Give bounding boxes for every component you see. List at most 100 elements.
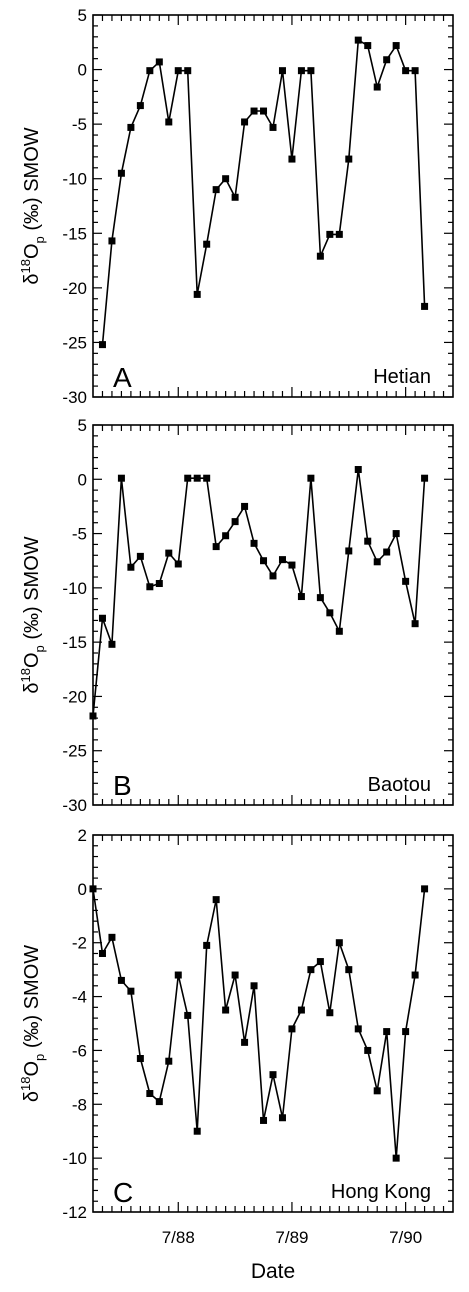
data-point: [136, 102, 144, 110]
data-point: [146, 1090, 154, 1098]
data-point: [307, 67, 315, 75]
y-label-subscript: p: [32, 236, 47, 243]
data-point: [373, 1087, 381, 1095]
data-point: [316, 958, 324, 966]
data-point: [421, 474, 429, 482]
data-point: [98, 614, 106, 622]
y-tick-label: -10: [62, 1149, 87, 1168]
data-point: [297, 67, 305, 75]
data-point: [165, 1057, 173, 1065]
data-point: [402, 67, 410, 75]
data-point: [212, 186, 220, 194]
data-point: [269, 1071, 277, 1079]
data-point: [354, 36, 362, 44]
data-point: [212, 896, 220, 904]
data-point: [326, 609, 334, 617]
data-point: [392, 1154, 400, 1162]
data-point: [402, 1028, 410, 1036]
data-point: [297, 593, 305, 601]
data-point: [117, 976, 125, 984]
y-label-superscript: 18: [18, 1077, 33, 1091]
x-tick-label: 7/89: [275, 1228, 308, 1247]
data-point: [288, 561, 296, 569]
y-tick-label: -6: [72, 1041, 87, 1060]
data-point: [288, 1025, 296, 1033]
data-point: [354, 1025, 362, 1033]
data-point: [174, 67, 182, 75]
data-point: [345, 155, 353, 163]
y-tick-label: 0: [78, 470, 87, 489]
data-point: [108, 933, 116, 941]
data-point: [260, 107, 268, 115]
data-point: [345, 966, 353, 974]
y-tick-label: -2: [72, 934, 87, 953]
y-tick-label: -10: [62, 579, 87, 598]
y-axis-label: δ18Op (‰) SMOW: [18, 127, 47, 284]
data-point: [212, 543, 220, 551]
data-point: [411, 620, 419, 628]
data-point: [98, 949, 106, 957]
data-point: [345, 547, 353, 555]
data-point: [193, 290, 201, 298]
data-point: [392, 42, 400, 50]
y-label-subscript: p: [32, 1054, 47, 1061]
data-point: [222, 1006, 230, 1014]
data-point: [278, 556, 286, 564]
data-point: [203, 941, 211, 949]
series-line: [92, 468, 426, 717]
data-point: [260, 557, 268, 565]
y-tick-label: 0: [78, 880, 87, 899]
data-point: [117, 474, 125, 482]
data-point: [364, 42, 372, 50]
data-point: [411, 67, 419, 75]
data-point: [174, 560, 182, 568]
y-tick-label: 5: [78, 6, 87, 25]
y-axis-label: δ18Op (‰) SMOW: [18, 945, 47, 1102]
y-tick-label: -5: [72, 115, 87, 134]
y-label-superscript: 18: [18, 668, 33, 682]
data-point: [269, 123, 277, 131]
data-point: [278, 67, 286, 75]
y-axis-label: δ18Op (‰) SMOW: [18, 536, 47, 693]
data-point: [136, 1055, 144, 1063]
data-point: [335, 627, 343, 635]
data-point: [354, 466, 362, 474]
data-point: [383, 1028, 391, 1036]
data-point: [307, 474, 315, 482]
data-point: [241, 118, 249, 126]
data-point: [250, 107, 258, 115]
y-label-subscript: p: [32, 645, 47, 652]
plot-frame: [92, 424, 454, 806]
x-tick-label: 7/88: [162, 1228, 195, 1247]
data-point: [316, 594, 324, 602]
y-tick-label: -30: [62, 796, 87, 815]
data-point: [335, 939, 343, 947]
data-point: [307, 966, 315, 974]
data-point: [250, 539, 258, 547]
y-label-units: (‰) SMOW: [21, 945, 43, 1054]
data-point: [364, 537, 372, 545]
panel-b: 5 0 -5 -10 -15 -20 -25 -30 δ18Op (‰) SMOW B Baotou: [18, 416, 454, 815]
data-point: [222, 532, 230, 540]
y-label-superscript: 18: [18, 259, 33, 273]
data-point: [222, 175, 230, 183]
data-point: [260, 1116, 268, 1124]
station-label: Hong Kong: [331, 1181, 431, 1203]
data-point: [316, 252, 324, 260]
data-point: [250, 982, 258, 990]
y-tick-label: -10: [62, 170, 87, 189]
y-tick-label: -25: [62, 742, 87, 761]
y-label-element: O: [21, 652, 43, 668]
panel-letter: C: [113, 1177, 133, 1208]
y-tick-label: -4: [72, 988, 87, 1007]
y-label-units: (‰) SMOW: [21, 536, 43, 645]
data-point: [364, 1046, 372, 1054]
data-point: [165, 118, 173, 126]
data-point: [155, 58, 163, 66]
data-point: [89, 712, 97, 720]
data-point: [203, 474, 211, 482]
data-point: [127, 987, 135, 995]
station-label: Baotou: [368, 774, 431, 796]
y-label-delta: δ: [21, 1091, 43, 1102]
